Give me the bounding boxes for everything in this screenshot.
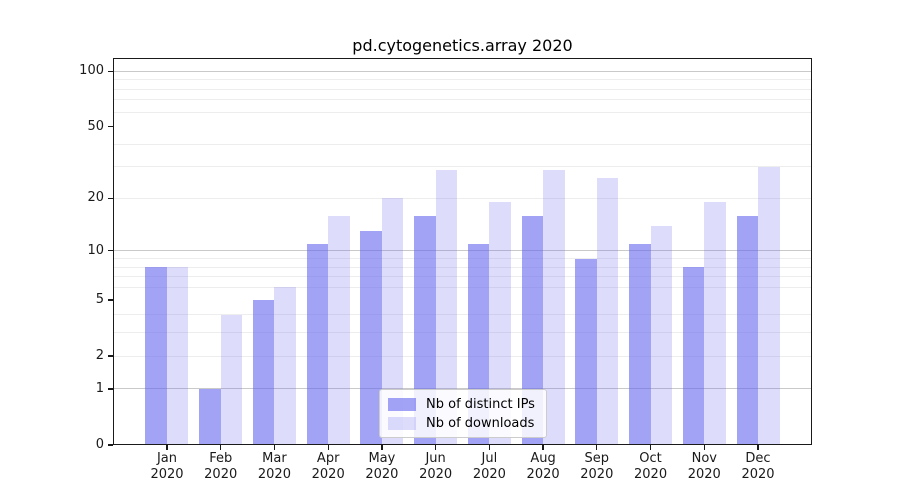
gridline-y-60 bbox=[113, 111, 812, 113]
x-tick-mark-nov bbox=[703, 445, 705, 450]
chart-title: pd.cytogenetics.array 2020 bbox=[352, 36, 573, 55]
bar-nb-of-downloads-dec bbox=[758, 166, 780, 445]
y-tick-label-2: 2 bbox=[95, 348, 104, 364]
gridline-y-80 bbox=[113, 88, 812, 90]
bar-nb-of-distinct-ips-dec bbox=[736, 215, 758, 445]
legend-swatch-distinct-ips bbox=[388, 398, 416, 411]
x-tick-label-may: May 2020 bbox=[365, 451, 399, 482]
x-tick-mark-oct bbox=[649, 445, 652, 450]
legend-item: Nb of downloads bbox=[388, 414, 546, 433]
bar-nb-of-downloads-jun bbox=[435, 169, 458, 445]
bar-nb-of-distinct-ips-nov bbox=[682, 267, 705, 445]
x-tick-label-jan: Jan 2020 bbox=[150, 451, 184, 482]
legend-item: Nb of distinct IPs bbox=[388, 395, 546, 414]
gridline-y-1 bbox=[113, 388, 812, 390]
gridline-y-100 bbox=[113, 70, 812, 72]
y-tick-mark-20 bbox=[108, 197, 113, 200]
y-tick-mark-100 bbox=[108, 70, 113, 72]
gridline-y-4 bbox=[113, 314, 812, 316]
x-tick-label-feb: Feb 2020 bbox=[204, 451, 238, 482]
y-tick-label-0: 0 bbox=[95, 437, 104, 452]
gridline-y-2 bbox=[113, 355, 812, 357]
bar-nb-of-downloads-apr bbox=[328, 215, 350, 445]
x-tick-mark-jun bbox=[434, 445, 437, 450]
y-tick-mark-5 bbox=[108, 299, 113, 301]
x-tick-mark-aug bbox=[542, 445, 544, 450]
bar-nb-of-downloads-mar bbox=[274, 287, 296, 445]
x-tick-label-mar: Mar 2020 bbox=[257, 451, 291, 482]
x-tick-mark-sep bbox=[596, 445, 598, 450]
bar-nb-of-distinct-ips-apr bbox=[306, 243, 329, 445]
bar-nb-of-downloads-jul bbox=[489, 202, 511, 445]
y-tick-mark-2 bbox=[108, 355, 113, 357]
x-tick-label-apr: Apr 2020 bbox=[311, 451, 345, 482]
legend-swatch-downloads bbox=[388, 417, 416, 430]
y-tick-mark-1 bbox=[108, 388, 113, 390]
legend: Nb of distinct IPs Nb of downloads bbox=[379, 389, 547, 438]
y-tick-label-5: 5 bbox=[95, 291, 104, 307]
y-tick-label-100: 100 bbox=[79, 63, 104, 79]
bar-nb-of-downloads-may bbox=[381, 198, 404, 445]
x-tick-label-jun: Jun 2020 bbox=[419, 451, 453, 482]
bar-nb-of-distinct-ips-oct bbox=[629, 243, 651, 445]
x-tick-mark-dec bbox=[757, 445, 759, 450]
y-tick-label-1: 1 bbox=[95, 380, 104, 396]
y-tick-label-10: 10 bbox=[87, 242, 104, 258]
gridline-y-3 bbox=[113, 332, 812, 334]
y-tick-mark-50 bbox=[108, 125, 113, 128]
legend-label-downloads: Nb of downloads bbox=[426, 416, 535, 431]
gridline-y-20 bbox=[113, 197, 812, 199]
x-tick-mark-jan bbox=[166, 445, 168, 450]
y-tick-mark-10 bbox=[108, 250, 113, 252]
y-tick-mark-0 bbox=[108, 444, 113, 446]
bar-nb-of-distinct-ips-jun bbox=[414, 215, 436, 445]
bar-nb-of-distinct-ips-mar bbox=[252, 299, 275, 445]
y-tick-label-20: 20 bbox=[87, 190, 104, 206]
x-tick-mark-may bbox=[381, 445, 383, 450]
x-tick-mark-apr bbox=[327, 445, 329, 450]
bar-nb-of-distinct-ips-feb bbox=[199, 388, 221, 445]
y-tick-label-50: 50 bbox=[87, 118, 104, 134]
x-tick-label-dec: Dec 2020 bbox=[741, 451, 775, 482]
x-tick-label-sep: Sep 2020 bbox=[580, 451, 614, 482]
gridline-y-10 bbox=[113, 250, 812, 252]
bar-nb-of-downloads-feb bbox=[220, 314, 243, 445]
gridline-y-9 bbox=[113, 258, 812, 260]
plot-area bbox=[113, 58, 812, 445]
gridline-y-7 bbox=[113, 276, 812, 278]
gridline-y-70 bbox=[113, 99, 812, 101]
bar-nb-of-downloads-aug bbox=[543, 169, 565, 445]
x-tick-label-aug: Aug 2020 bbox=[526, 451, 560, 482]
x-tick-mark-jul bbox=[488, 445, 490, 450]
x-tick-label-nov: Nov 2020 bbox=[687, 451, 721, 482]
bar-nb-of-downloads-oct bbox=[650, 225, 673, 445]
x-tick-label-jul: Jul 2020 bbox=[472, 451, 506, 482]
x-tick-label-oct: Oct 2020 bbox=[634, 451, 668, 482]
x-tick-mark-mar bbox=[273, 445, 276, 450]
bar-nb-of-downloads-nov bbox=[704, 202, 726, 445]
bar-nb-of-distinct-ips-aug bbox=[521, 215, 544, 445]
bar-nb-of-distinct-ips-sep bbox=[575, 258, 597, 445]
bar-nb-of-distinct-ips-may bbox=[360, 231, 382, 445]
gridline-y-6 bbox=[113, 286, 812, 288]
bar-nb-of-distinct-ips-jan bbox=[145, 267, 167, 445]
gridline-y-90 bbox=[113, 79, 812, 81]
bar-nb-of-downloads-jan bbox=[166, 267, 189, 445]
legend-label-distinct-ips: Nb of distinct IPs bbox=[426, 397, 535, 412]
gridline-y-8 bbox=[113, 266, 812, 268]
gridline-y-30 bbox=[113, 166, 812, 168]
gridline-y-40 bbox=[113, 143, 812, 145]
x-tick-mark-feb bbox=[220, 445, 222, 450]
bar-nb-of-downloads-sep bbox=[596, 178, 619, 445]
